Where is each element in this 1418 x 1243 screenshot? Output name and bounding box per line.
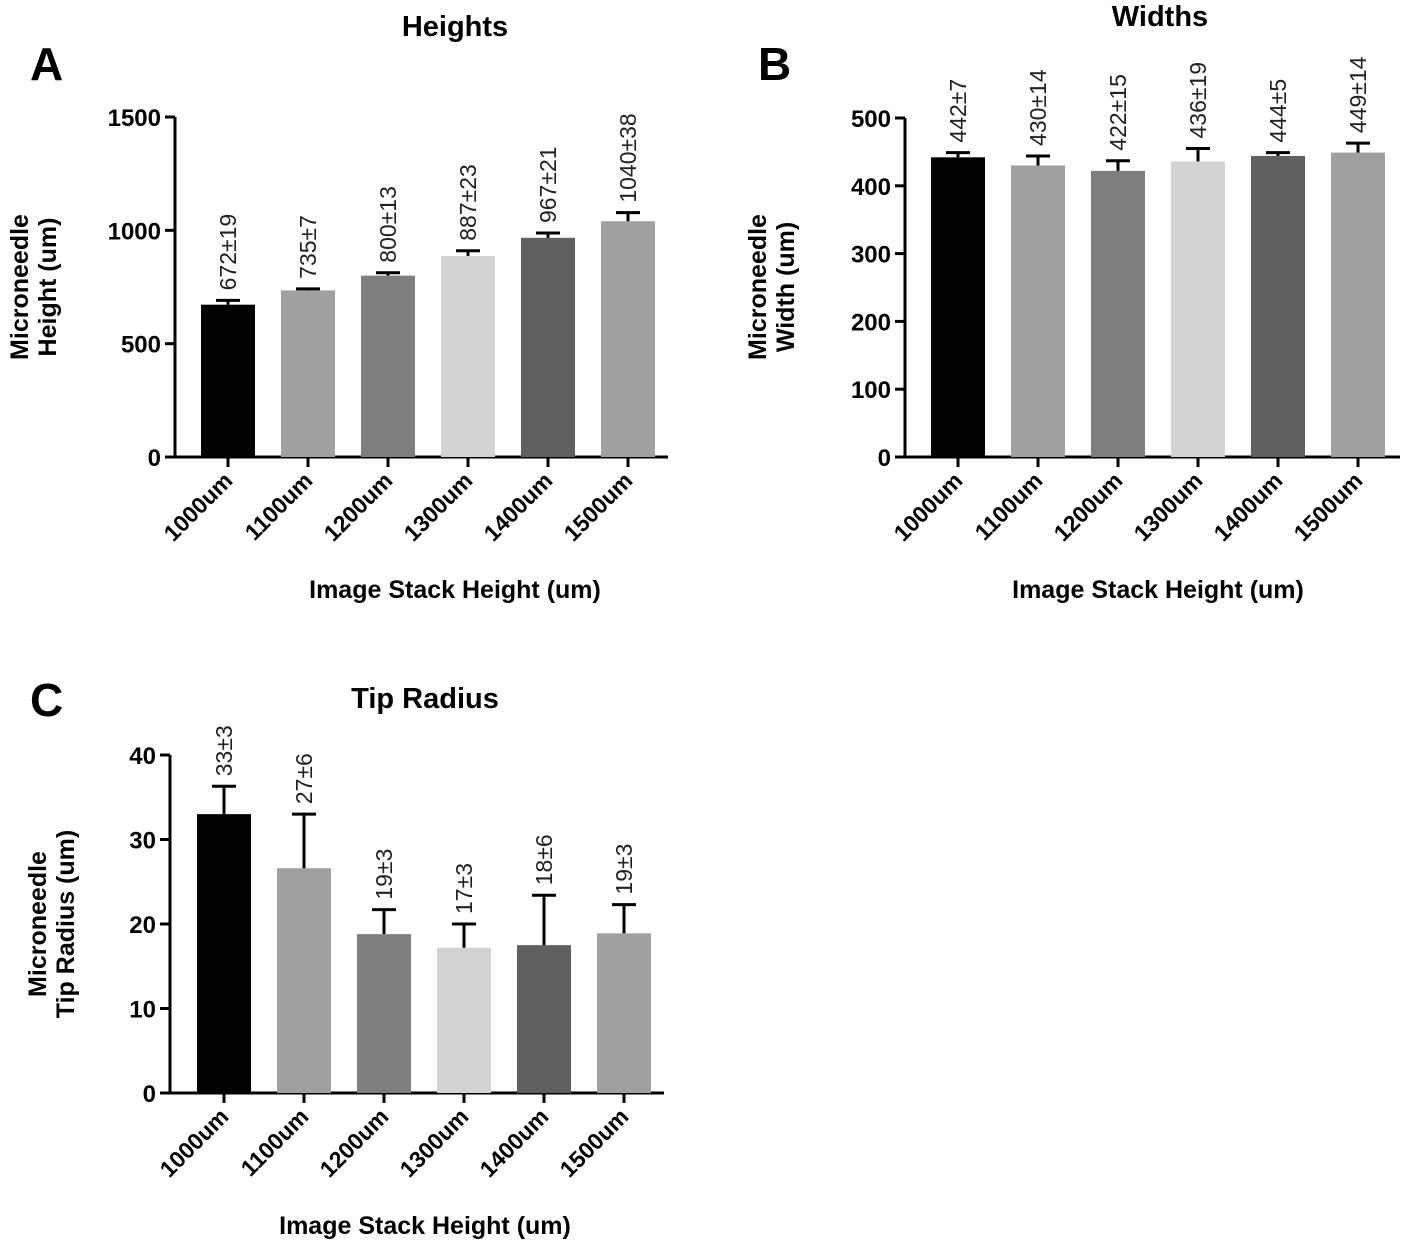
x-tick-label: 1000um	[889, 467, 968, 546]
data-label: 444±5	[1265, 79, 1291, 143]
y-axis-label: Microneedle Tip Radius (um)	[24, 830, 80, 1018]
data-label: 19±3	[371, 849, 397, 900]
x-tick-label: 1300um	[1129, 467, 1208, 546]
x-tick-label: 1200um	[319, 467, 398, 546]
x-tick-label: 1500um	[559, 467, 638, 546]
bar	[437, 947, 491, 1093]
bar	[1251, 155, 1305, 457]
data-label: 422±15	[1105, 74, 1131, 151]
data-label: 430±14	[1025, 69, 1051, 146]
x-tick-label: 1400um	[479, 467, 558, 546]
y-axis-label: Microneedle Width (um)	[744, 214, 800, 360]
panel-letter: A	[30, 38, 63, 90]
data-label: 967±21	[535, 146, 561, 223]
chart-title: Tip Radius	[351, 683, 499, 715]
y-tick-label: 200	[851, 309, 891, 336]
x-tick-label: 1000um	[159, 467, 238, 546]
panel-a-heights-chart: A Heights Image Stack Height (um) Micron…	[6, 11, 668, 604]
x-tick-label: 1200um	[1049, 467, 1128, 546]
data-label: 442±7	[945, 79, 971, 143]
x-tick-label: 1400um	[1209, 467, 1288, 546]
data-label: 449±14	[1345, 56, 1371, 133]
x-tick-label: 1300um	[399, 467, 478, 546]
bar	[931, 157, 985, 457]
bar	[281, 290, 335, 457]
chart-title: Widths	[1112, 1, 1208, 33]
y-tick-label: 100	[851, 377, 891, 404]
y-tick-label: 1500	[108, 105, 161, 132]
x-axis-label: Image Stack Height (um)	[309, 576, 601, 604]
bar	[197, 814, 251, 1093]
bar	[517, 945, 571, 1093]
bar	[597, 933, 651, 1093]
x-tick-label: 1000um	[155, 1103, 234, 1182]
bar	[1171, 161, 1225, 457]
y-tick-label: 40	[129, 743, 156, 770]
data-label: 800±13	[375, 186, 401, 263]
x-tick-label: 1100um	[235, 1103, 313, 1181]
x-tick-label: 1300um	[395, 1103, 474, 1182]
data-label: 887±23	[455, 164, 481, 241]
y-axis-label-line-2: Width (um)	[772, 222, 800, 352]
x-axis-label: Image Stack Height (um)	[279, 1212, 571, 1240]
bar	[201, 304, 255, 457]
bar	[361, 275, 415, 457]
y-axis-label: Microneedle Height (um)	[6, 214, 62, 360]
data-label: 672±19	[215, 214, 241, 291]
bar	[1011, 165, 1065, 457]
bar	[357, 934, 411, 1093]
panel-b-widths-chart: B Widths Image Stack Height (um) Microne…	[744, 1, 1400, 604]
y-axis-label-line-1: Microneedle	[6, 214, 34, 360]
data-label: 735±7	[295, 215, 321, 279]
y-tick-label: 20	[129, 912, 156, 939]
y-tick-label: 500	[121, 332, 161, 359]
bar	[1091, 170, 1145, 457]
bar	[601, 221, 655, 457]
plot-area: 0 500 1000 1500 672±19 1000um 735±7 1100um 800±1…	[108, 105, 668, 546]
y-tick-label: 0	[143, 1081, 156, 1108]
data-label: 17±3	[451, 863, 477, 914]
data-label: 436±19	[1185, 62, 1211, 139]
x-tick-label: 1400um	[475, 1103, 554, 1182]
y-axis-label-line-1: Microneedle	[24, 851, 52, 997]
x-tick-label: 1500um	[1289, 467, 1368, 546]
panel-letter: C	[30, 674, 63, 726]
x-tick-label: 1500um	[555, 1103, 634, 1182]
data-label: 18±6	[531, 834, 557, 885]
data-label: 33±3	[211, 725, 237, 776]
x-axis-label: Image Stack Height (um)	[1012, 576, 1304, 604]
y-tick-label: 300	[851, 242, 891, 269]
y-axis-label-line-2: Tip Radius (um)	[52, 830, 80, 1018]
y-tick-label: 500	[851, 106, 891, 133]
x-tick-label: 1100um	[239, 467, 317, 545]
data-label: 27±6	[291, 753, 317, 804]
y-tick-label: 0	[878, 445, 891, 472]
y-tick-label: 30	[129, 828, 156, 855]
y-axis-label-line-1: Microneedle	[744, 214, 772, 360]
y-tick-label: 1000	[108, 218, 161, 245]
bar	[1331, 152, 1385, 457]
y-tick-label: 0	[148, 445, 161, 472]
y-axis-label-line-2: Height (um)	[34, 218, 62, 357]
panel-letter: B	[758, 38, 791, 90]
y-tick-label: 400	[851, 174, 891, 201]
data-label: 19±3	[611, 844, 637, 895]
x-tick-label: 1200um	[315, 1103, 394, 1182]
y-tick-label: 10	[129, 997, 156, 1024]
data-label: 1040±38	[615, 113, 641, 202]
bar	[277, 868, 331, 1093]
plot-area: 0 100 200 300 400 500 442±7 1000um 430±14 1100um 4…	[851, 56, 1400, 546]
panel-c-tip-radius-chart: C Tip Radius Image Stack Height (um) Mic…	[24, 674, 664, 1240]
chart-title: Heights	[402, 11, 508, 43]
bar	[441, 255, 495, 457]
bar	[521, 237, 575, 457]
x-tick-label: 1100um	[969, 467, 1047, 545]
